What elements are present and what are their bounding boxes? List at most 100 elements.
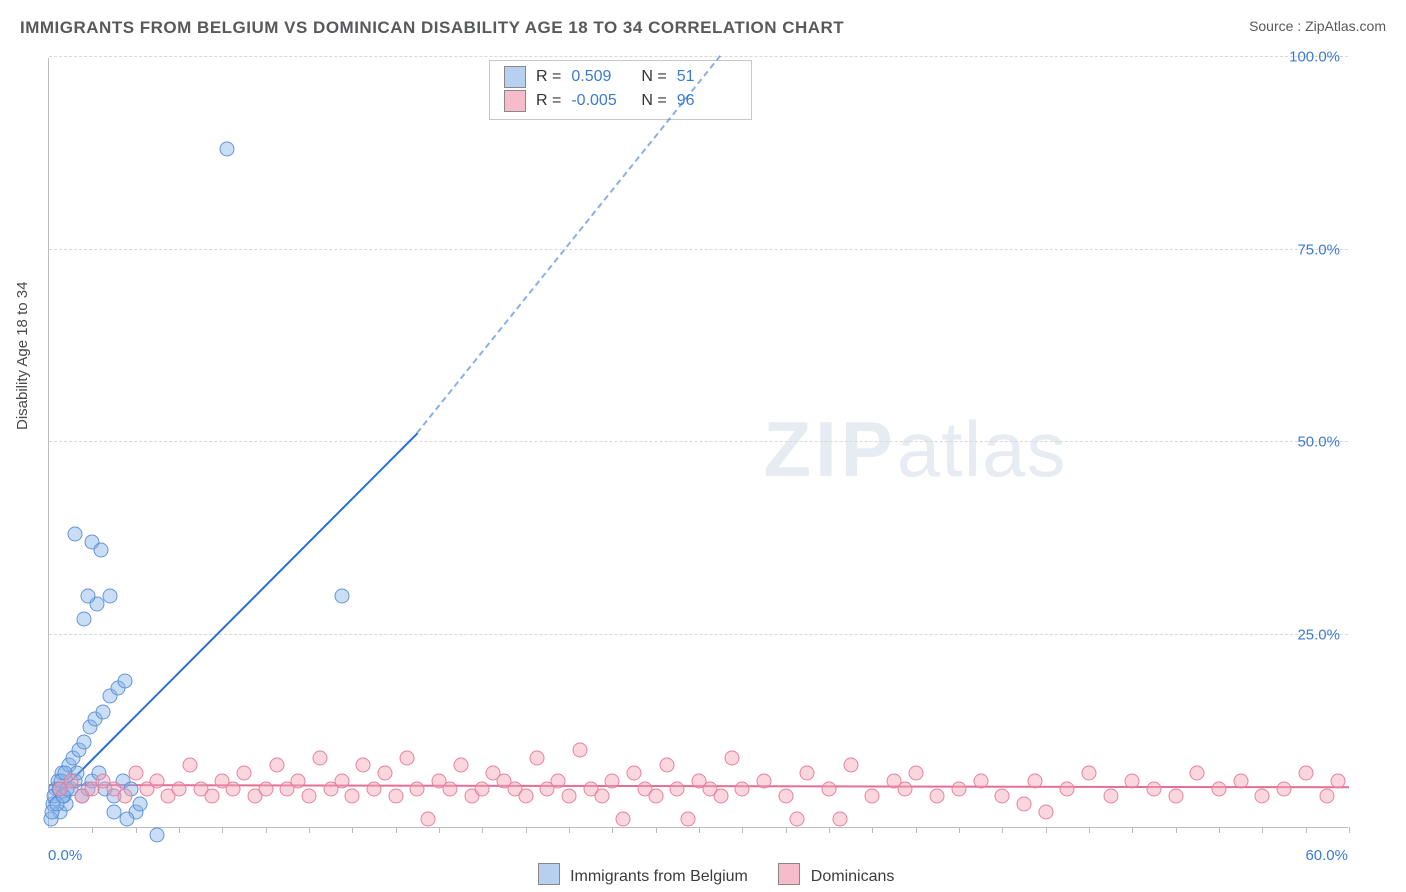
x-tick-mark xyxy=(396,827,397,833)
data-point xyxy=(659,758,674,773)
data-point xyxy=(312,750,327,765)
x-tick-mark xyxy=(742,827,743,833)
x-tick-mark xyxy=(1219,827,1220,833)
data-point xyxy=(778,789,793,804)
x-tick-mark xyxy=(872,827,873,833)
x-tick-mark xyxy=(482,827,483,833)
data-point xyxy=(258,781,273,796)
data-point xyxy=(172,781,187,796)
data-point xyxy=(605,773,620,788)
data-point xyxy=(226,781,241,796)
data-point xyxy=(1027,773,1042,788)
data-point xyxy=(572,743,587,758)
data-point xyxy=(63,773,78,788)
data-point xyxy=(334,589,349,604)
x-tick-max: 60.0% xyxy=(1305,847,1348,864)
data-point xyxy=(1212,781,1227,796)
data-point xyxy=(713,789,728,804)
data-point xyxy=(237,766,252,781)
data-point xyxy=(120,812,135,827)
data-point xyxy=(302,789,317,804)
y-tick-label: 100.0% xyxy=(1289,49,1340,66)
data-point xyxy=(800,766,815,781)
data-point xyxy=(594,789,609,804)
data-point xyxy=(995,789,1010,804)
data-point xyxy=(757,773,772,788)
data-point xyxy=(453,758,468,773)
data-point xyxy=(128,766,143,781)
gridline xyxy=(49,56,1348,57)
x-tick-mark xyxy=(1176,827,1177,833)
data-point xyxy=(1147,781,1162,796)
legend-swatch-b xyxy=(778,863,800,885)
data-point xyxy=(551,773,566,788)
data-point xyxy=(832,812,847,827)
x-tick-mark xyxy=(266,827,267,833)
data-point xyxy=(96,704,111,719)
data-point xyxy=(399,750,414,765)
data-point xyxy=(562,789,577,804)
data-point xyxy=(68,527,83,542)
x-tick-mark xyxy=(699,827,700,833)
source-attribution: Source : ZipAtlas.com xyxy=(1249,18,1386,34)
data-point xyxy=(150,773,165,788)
data-point xyxy=(377,766,392,781)
data-point xyxy=(117,789,132,804)
y-axis-label: Disability Age 18 to 34 xyxy=(14,282,31,430)
stat-row-series-b: R = -0.005 N = 96 xyxy=(504,89,737,113)
data-point xyxy=(291,773,306,788)
data-point xyxy=(908,766,923,781)
data-point xyxy=(442,781,457,796)
data-point xyxy=(76,735,91,750)
x-tick-min: 0.0% xyxy=(48,847,82,864)
data-point xyxy=(930,789,945,804)
data-point xyxy=(76,612,91,627)
data-point xyxy=(1277,781,1292,796)
data-point xyxy=(182,758,197,773)
swatch-series-a xyxy=(504,66,526,88)
data-point xyxy=(1168,789,1183,804)
data-point xyxy=(529,750,544,765)
data-point xyxy=(616,812,631,827)
data-point xyxy=(356,758,371,773)
watermark: ZIPatlas xyxy=(763,404,1066,495)
data-point xyxy=(219,142,234,157)
x-tick-mark xyxy=(1349,827,1350,833)
data-point xyxy=(724,750,739,765)
x-tick-mark xyxy=(179,827,180,833)
x-tick-mark xyxy=(1002,827,1003,833)
data-point xyxy=(518,789,533,804)
y-tick-label: 25.0% xyxy=(1297,626,1340,643)
x-tick-mark xyxy=(786,827,787,833)
x-tick-mark xyxy=(1262,827,1263,833)
gridline xyxy=(49,634,1348,635)
x-tick-mark xyxy=(136,827,137,833)
data-point xyxy=(1190,766,1205,781)
data-point xyxy=(627,766,642,781)
y-tick-label: 75.0% xyxy=(1297,241,1340,258)
data-point xyxy=(94,542,109,557)
data-point xyxy=(421,812,436,827)
data-point xyxy=(843,758,858,773)
data-point xyxy=(367,781,382,796)
n-label: N = xyxy=(641,65,666,89)
n-label: N = xyxy=(641,89,666,113)
data-point xyxy=(1331,773,1346,788)
trend-line xyxy=(48,433,418,804)
x-tick-mark xyxy=(1089,827,1090,833)
data-point xyxy=(1082,766,1097,781)
x-tick-mark xyxy=(92,827,93,833)
x-tick-mark xyxy=(569,827,570,833)
data-point xyxy=(269,758,284,773)
data-point xyxy=(1038,804,1053,819)
gridline xyxy=(49,441,1348,442)
data-point xyxy=(648,789,663,804)
data-point xyxy=(681,812,696,827)
r-value-a: 0.509 xyxy=(571,65,631,89)
x-tick-mark xyxy=(439,827,440,833)
x-tick-mark xyxy=(656,827,657,833)
data-point xyxy=(973,773,988,788)
data-point xyxy=(822,781,837,796)
n-value-a: 51 xyxy=(677,65,737,89)
data-point xyxy=(789,812,804,827)
